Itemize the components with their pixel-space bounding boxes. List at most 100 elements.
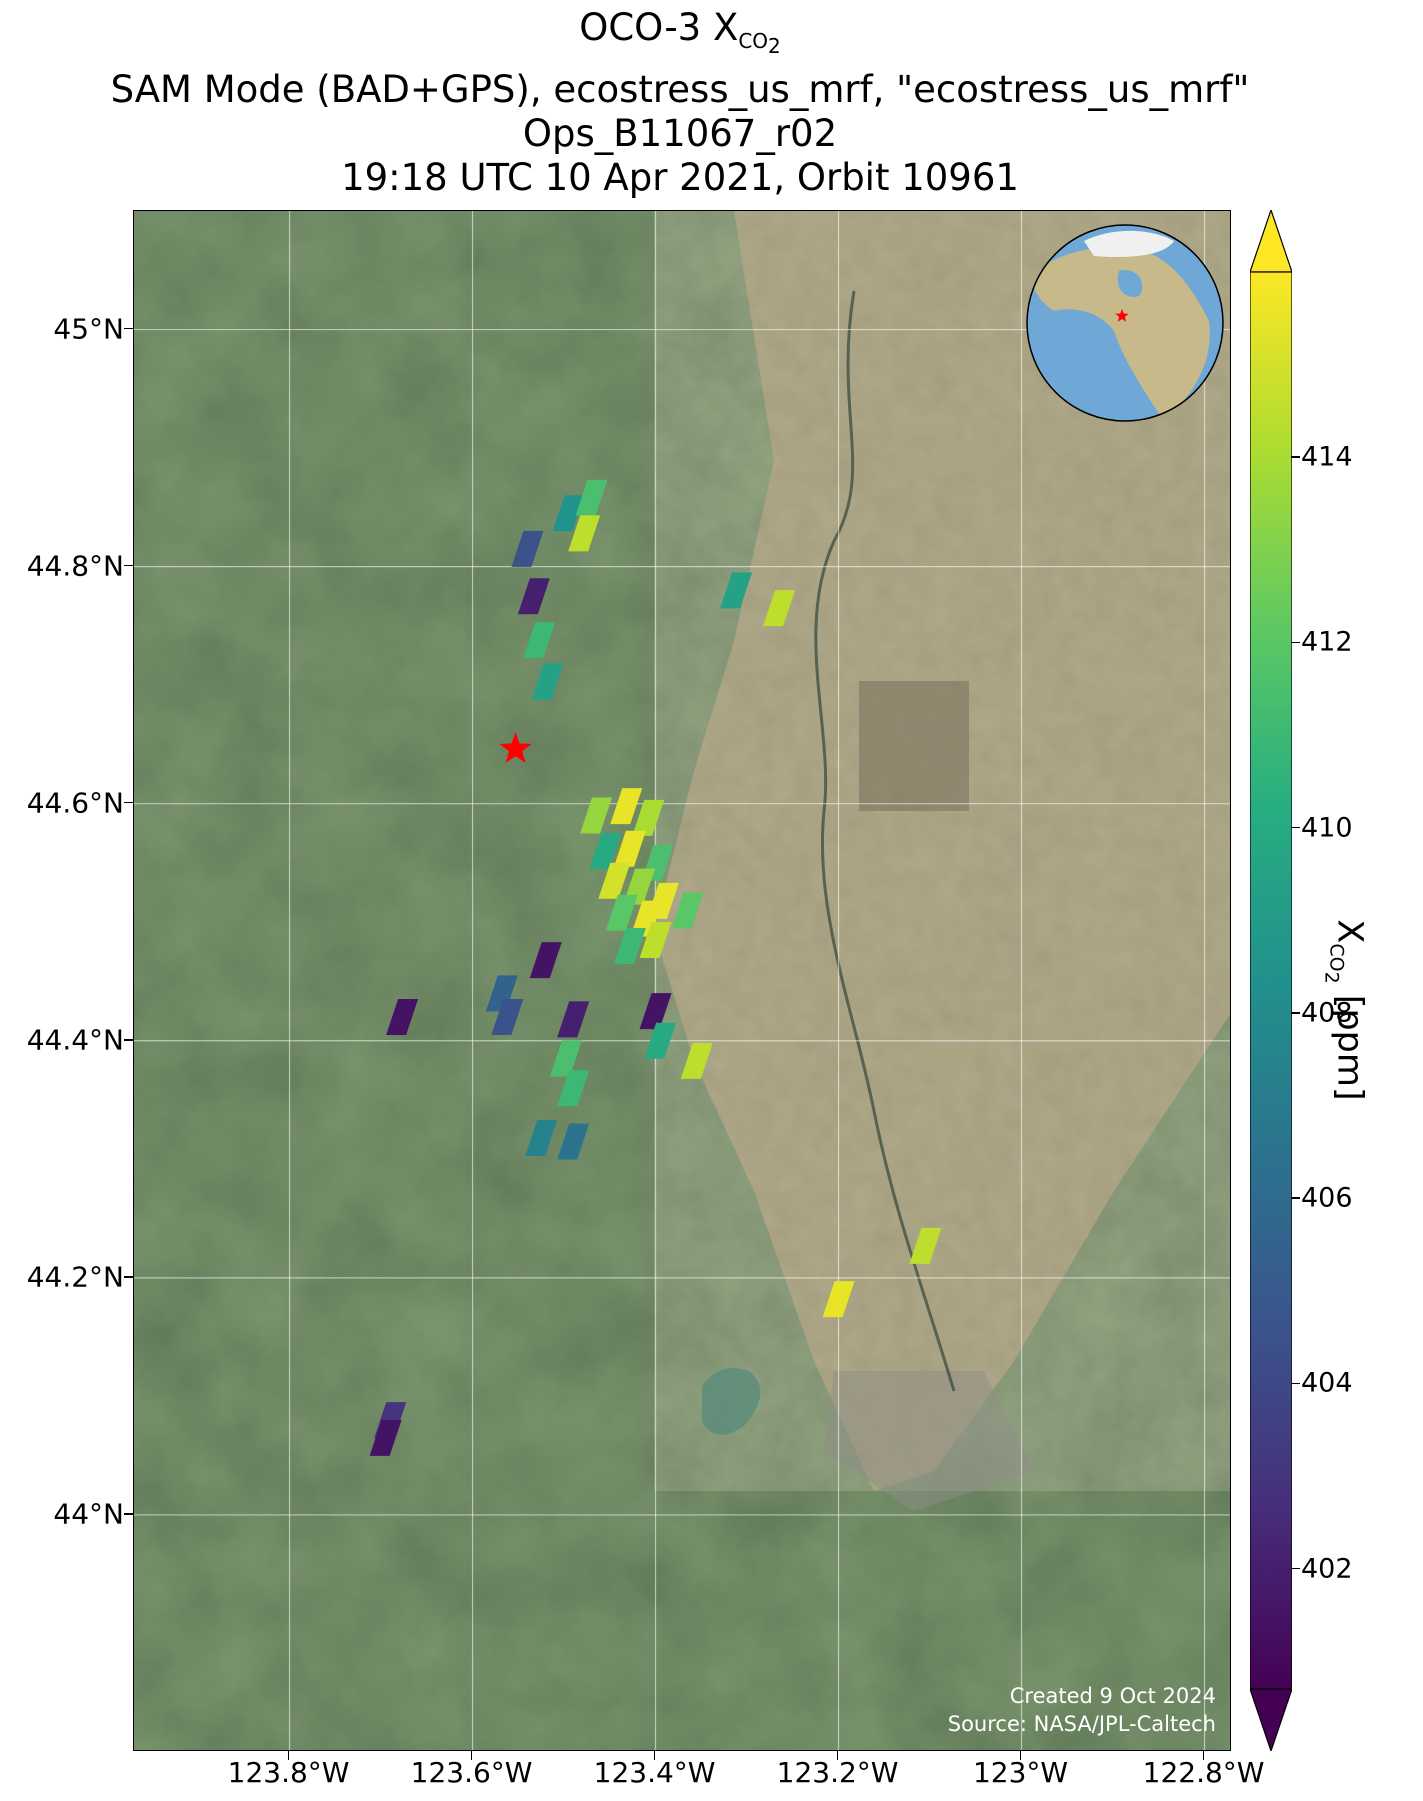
x-tick-mark-2 [653, 1751, 656, 1760]
y-tick-mark-1 [124, 564, 133, 567]
x-tick-mark-5 [1202, 1751, 1205, 1760]
colorbar-extend-max [1250, 210, 1292, 273]
credit-created: Created 9 Oct 2024 [1009, 1684, 1216, 1708]
sounding-footprint-27 [557, 1001, 590, 1038]
sounding-footprint-35 [909, 1227, 942, 1264]
sounding-footprint-38 [369, 1419, 402, 1456]
y-tick-label-0: 45°N [53, 312, 124, 346]
city-area [859, 681, 969, 811]
colorbar-tick-mark-5 [1291, 641, 1300, 644]
sounding-footprint-3 [568, 515, 601, 552]
y-tick-mark-5 [124, 1513, 133, 1515]
sounding-footprint-8 [763, 590, 796, 627]
graticule [134, 211, 1230, 1750]
title-line-4: 19:18 UTC 10 Apr 2021, Orbit 10961 [341, 156, 1019, 200]
sounding-footprint-0 [511, 530, 544, 567]
y-tick-label-2: 44.6°N [26, 786, 124, 820]
sounding-footprint-22 [639, 922, 672, 959]
globe-hudson-bay [1117, 270, 1143, 297]
target-site [499, 732, 532, 763]
sounding-footprint-29 [644, 1022, 677, 1059]
map-canvas [134, 211, 1230, 1750]
y-tick-mark-0 [124, 327, 133, 330]
xco2-soundings [369, 479, 942, 1456]
sounding-footprint-7 [720, 572, 753, 609]
title-line-3: Ops_B11067_r02 [522, 112, 838, 156]
sounding-footprint-10 [610, 788, 643, 825]
x-tick-label-5: 122.8°W [1142, 1756, 1265, 1789]
colorbar-tick-label-6: 414 [1301, 441, 1353, 473]
colorbar-tick-label-1: 404 [1301, 1367, 1353, 1399]
sounding-footprint-15 [598, 862, 631, 899]
colorbar-tick-label-2: 406 [1301, 1182, 1353, 1214]
sounding-footprint-5 [523, 622, 556, 659]
sounding-footprint-6 [531, 663, 564, 700]
x-tick-label-0: 123.8°W [227, 1756, 350, 1789]
reservoir [702, 1368, 761, 1435]
sounding-footprint-11 [632, 799, 665, 836]
sounding-footprint-32 [557, 1070, 590, 1107]
sounding-footprint-21 [613, 927, 646, 964]
x-tick-label-1: 123.6°W [410, 1756, 533, 1789]
sounding-footprint-31 [549, 1040, 582, 1077]
sounding-footprint-9 [580, 797, 613, 834]
globe-outline [1026, 224, 1224, 422]
y-tick-label-3: 44.4°N [26, 1023, 124, 1057]
x-tick-mark-1 [470, 1751, 473, 1760]
y-tick-mark-4 [124, 1276, 133, 1278]
x-tick-label-2: 123.4°W [593, 1756, 716, 1789]
globe-land-north-america [1032, 247, 1210, 421]
x-tick-label-3: 123.2°W [776, 1756, 899, 1789]
credit-text: Created 9 Oct 2024 Source: NASA/JPL-Calt… [948, 1682, 1216, 1738]
colorbar [1250, 210, 1292, 1751]
sounding-footprint-26 [386, 999, 419, 1036]
colorbar-tick-label-4: 410 [1301, 812, 1353, 844]
plot-title: OCO-3 XCO2 SAM Mode (BAD+GPS), ecostress… [0, 6, 1360, 200]
colorbar-tick-mark-0 [1291, 1567, 1300, 1570]
sounding-footprint-13 [613, 830, 646, 867]
y-tick-label-1: 44.8°N [26, 549, 124, 583]
colorbar-gradient [1250, 271, 1292, 1690]
colorbar-tick-mark-4 [1291, 826, 1300, 829]
colorbar-tick-label-0: 402 [1301, 1553, 1353, 1585]
field-texture [654, 211, 1230, 1491]
y-tick-label-5: 44°N [53, 1497, 124, 1531]
sounding-footprint-30 [680, 1042, 713, 1079]
sounding-footprint-34 [557, 1123, 590, 1160]
sounding-footprint-20 [671, 892, 704, 929]
globe-ice [1084, 230, 1174, 258]
map-panel: Created 9 Oct 2024 Source: NASA/JPL-Calt… [133, 210, 1231, 1751]
y-tick-label-4: 44.2°N [26, 1260, 124, 1294]
sounding-footprint-4 [517, 578, 550, 615]
x-tick-mark-0 [287, 1751, 290, 1760]
sounding-footprint-2 [575, 479, 608, 516]
sounding-footprint-23 [529, 942, 562, 979]
credit-source: Source: NASA/JPL-Caltech [947, 1712, 1216, 1736]
colorbar-tick-mark-1 [1291, 1382, 1300, 1385]
sounding-footprint-18 [605, 894, 638, 931]
colorbar-tick-label-3: 408 [1301, 997, 1353, 1029]
city-area-south [824, 1371, 1034, 1511]
colorbar-tick-label-5: 412 [1301, 626, 1353, 658]
red-star-icon [1115, 309, 1129, 322]
sounding-footprint-28 [639, 993, 672, 1030]
colorbar-label: XCO2 [ppm] [1320, 919, 1370, 1101]
x-tick-label-4: 123°W [972, 1756, 1069, 1789]
river [814, 290, 956, 1392]
title-line-2: SAM Mode (BAD+GPS), ecostress_us_mrf, "e… [110, 68, 1250, 112]
inset-globe [1026, 224, 1224, 422]
sounding-footprint-19 [630, 900, 663, 937]
colorbar-tick-mark-3 [1291, 1012, 1300, 1014]
title-line-1: OCO-3 XCO2 [579, 6, 781, 59]
x-tick-mark-3 [836, 1751, 839, 1760]
sounding-footprint-36 [822, 1281, 855, 1318]
y-tick-mark-3 [124, 1039, 133, 1041]
sounding-footprint-25 [491, 999, 524, 1036]
colorbar-tick-mark-2 [1291, 1197, 1300, 1199]
colorbar-extend-min [1250, 1688, 1292, 1751]
x-tick-mark-4 [1019, 1751, 1022, 1760]
sounding-footprint-33 [525, 1119, 558, 1156]
red-star-icon [499, 732, 532, 763]
sounding-footprint-24 [485, 975, 518, 1012]
sounding-footprint-12 [589, 833, 622, 870]
